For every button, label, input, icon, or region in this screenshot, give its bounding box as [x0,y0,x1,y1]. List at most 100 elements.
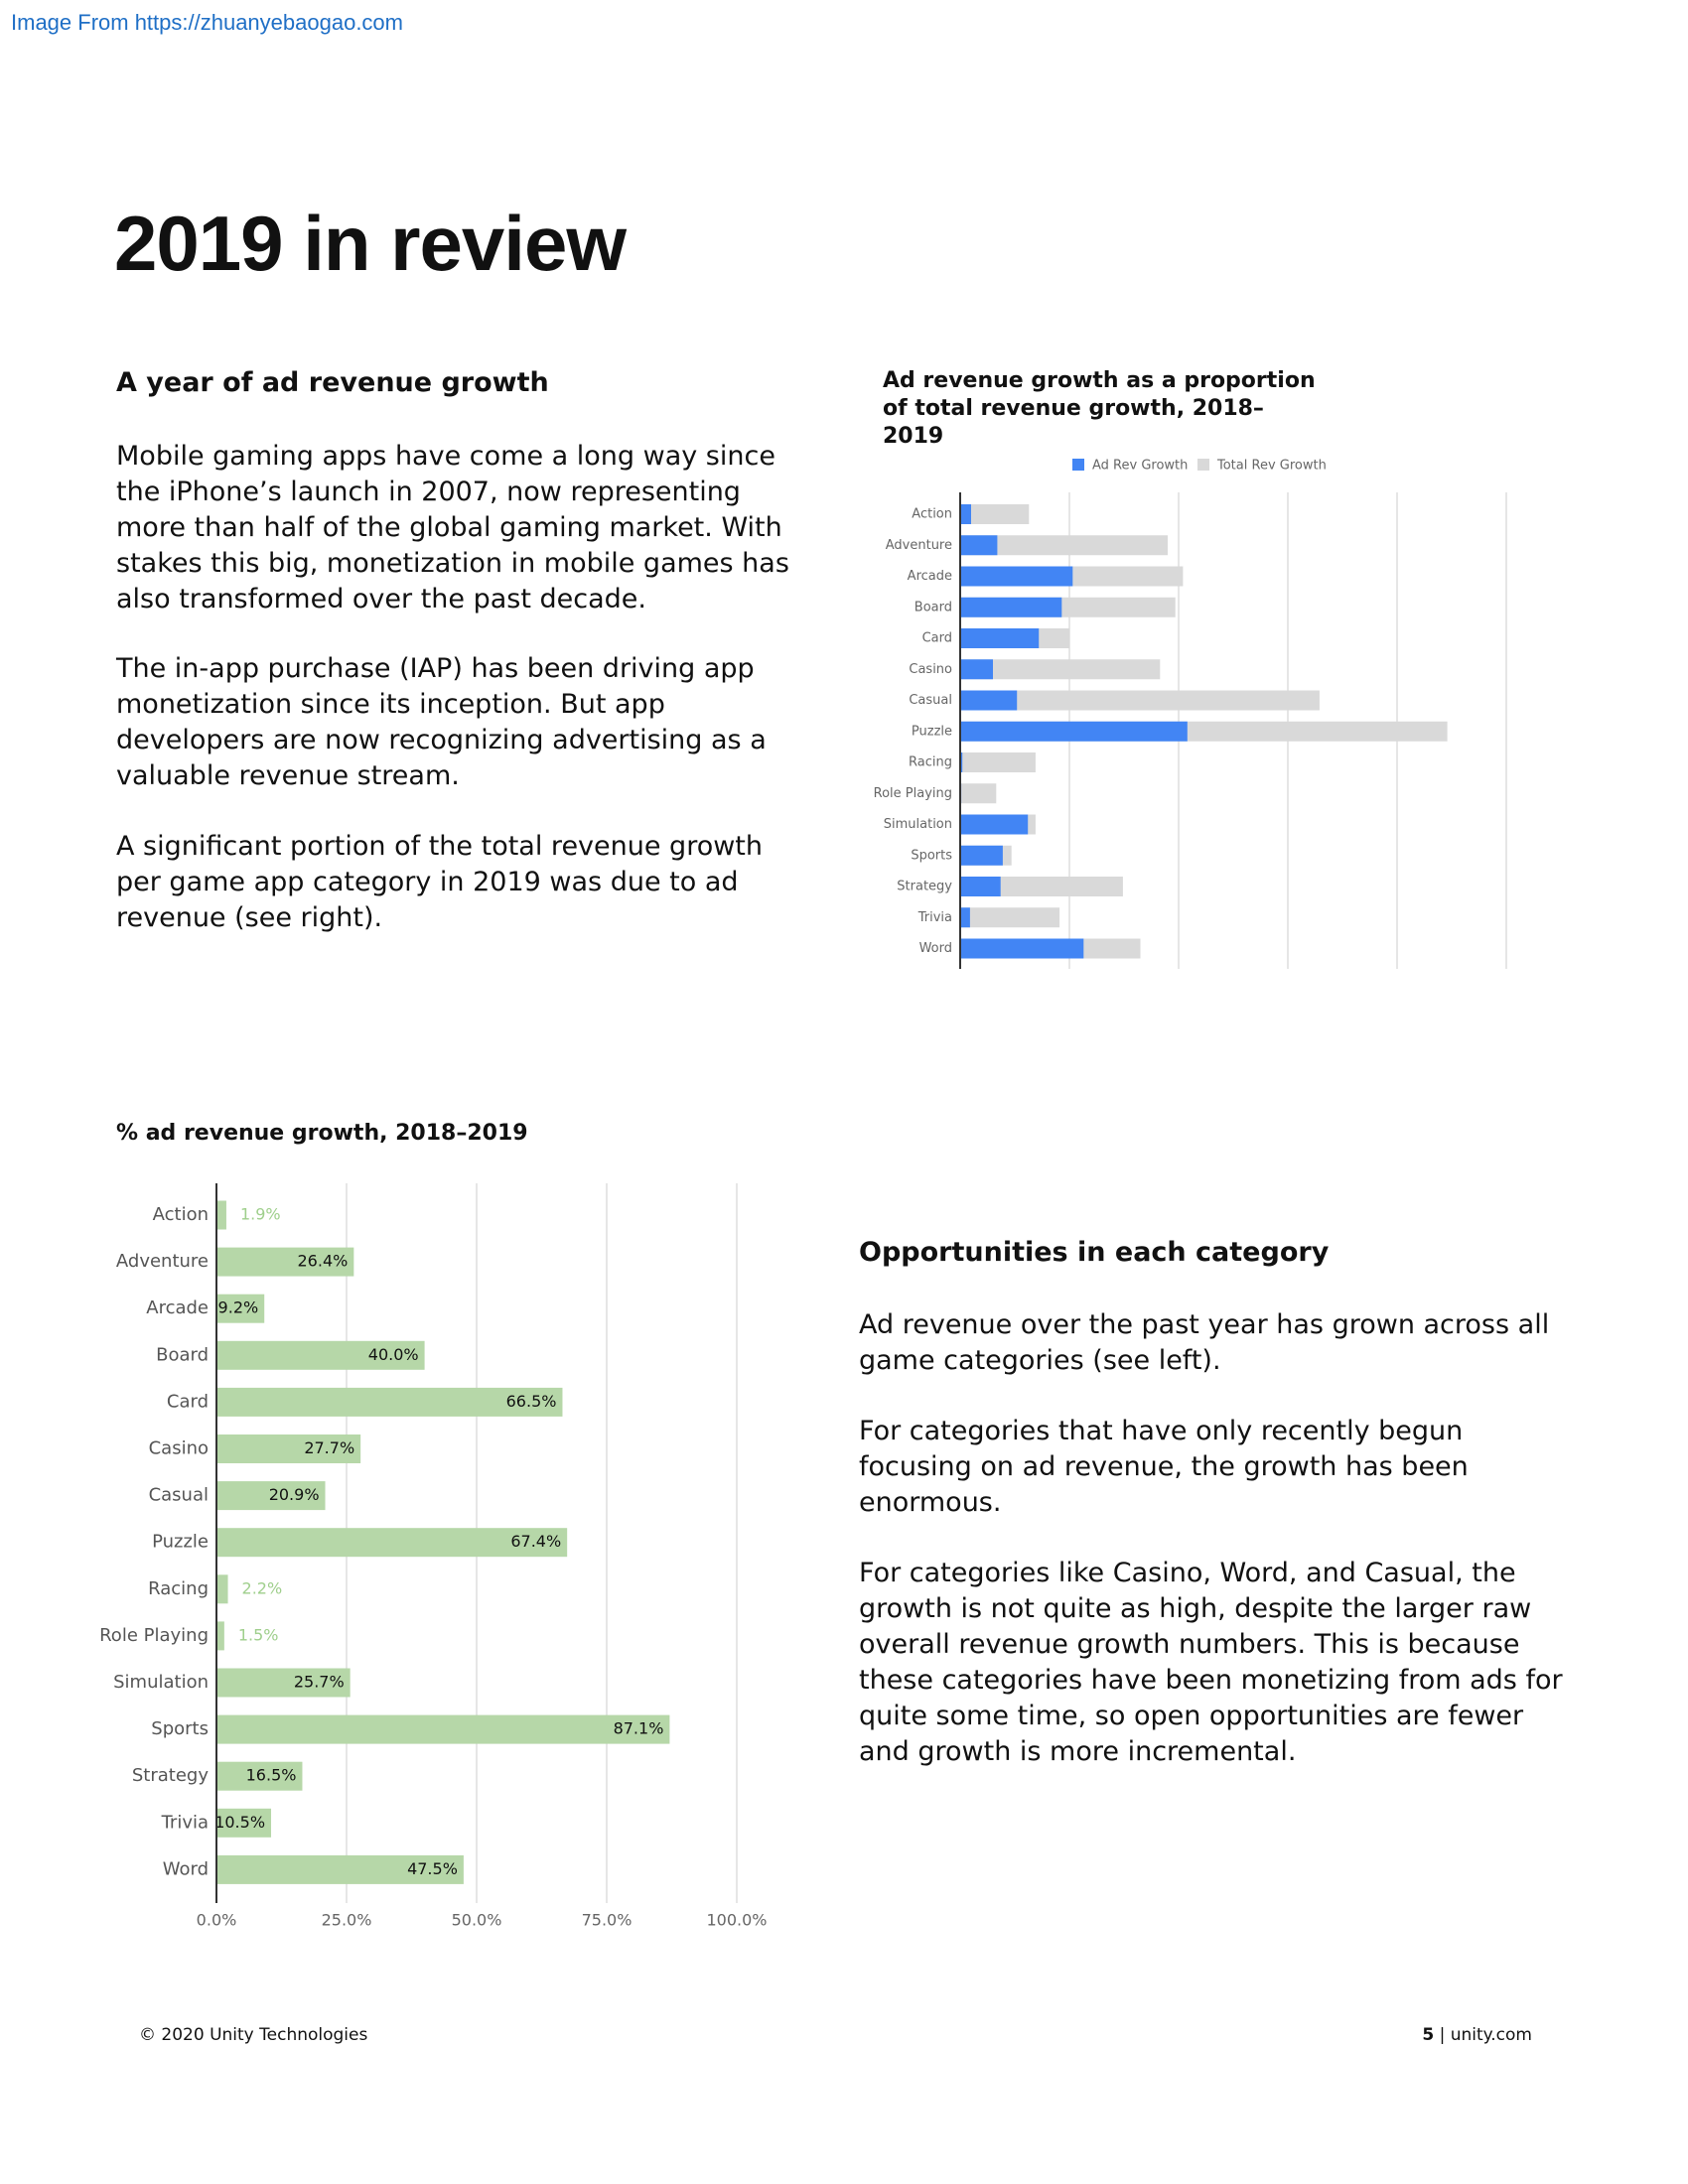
bar [216,1294,265,1323]
data-label: 9.2% [218,1298,259,1317]
data-label: 47.5% [407,1859,458,1878]
watermark: Image From https://zhuanyebaogao.com [11,10,403,35]
y-tick-label: Board [156,1344,209,1365]
y-tick-label: Arcade [146,1297,209,1318]
bar [960,907,970,928]
bar [960,877,1123,896]
site: unity.com [1450,2025,1532,2045]
y-tick-label: Arcade [908,569,952,584]
bar [960,659,1161,680]
y-tick-label: Casino [909,662,952,677]
bar [960,907,1060,928]
y-tick-label: Word [163,1858,209,1879]
x-tick-label: 100.0% [706,1911,767,1930]
bar [216,1340,425,1370]
x-tick-label: 75.0% [582,1911,633,1930]
bar [960,535,1168,556]
bar [960,566,1073,587]
y-tick-label: Word [919,941,952,956]
bar [960,690,1018,711]
bar [960,752,963,772]
y-tick-label: Strategy [132,1765,209,1786]
paragraph: The in-app purchase (IAP) has been drivi… [116,653,767,791]
paragraph: Mobile gaming apps have come a long way … [116,441,789,614]
data-label: 1.5% [238,1625,279,1644]
y-tick-label: Racing [909,755,952,770]
legend-label: Ad Rev Growth [1092,459,1188,474]
data-label: 26.4% [298,1252,349,1271]
y-tick-label: Sports [151,1718,209,1739]
data-label: 10.5% [214,1813,265,1832]
chart-title: % ad revenue growth, 2018–2019 [116,1121,528,1146]
bar [216,1761,303,1791]
y-tick-label: Simulation [113,1672,209,1693]
bar [216,1668,351,1698]
chart: Ad Rev Growth Total Rev Growth Action Adven… [874,459,1507,969]
y-tick-label: Role Playing [874,786,952,801]
data-label: 25.7% [294,1673,345,1692]
bar [216,1481,326,1511]
bar [960,504,971,524]
bar [216,1808,272,1838]
bar [216,1574,228,1604]
y-tick-label: Adventure [886,538,952,553]
legend-swatch [1197,459,1209,471]
paragraph: Ad revenue over the past year has grown … [859,1309,1550,1376]
data-label: 16.5% [246,1766,297,1785]
bar [960,845,1003,866]
bar [960,783,997,804]
data-label: 27.7% [304,1438,354,1457]
bar [960,597,1062,617]
y-tick-label: Role Playing [99,1625,209,1646]
x-tick-label: 0.0% [197,1911,237,1930]
bar [960,721,1188,742]
paragraph: For categories like Casino, Word, and Ca… [859,1558,1563,1767]
bar [960,690,1320,711]
copyright: © 2020 Unity Technologies [139,2025,368,2045]
paragraph: For categories that have only recently b… [859,1416,1469,1518]
bar [216,1200,226,1230]
data-label: 40.0% [368,1345,419,1364]
y-tick-label: Casual [909,693,952,708]
bar [960,814,1029,835]
data-label: 20.9% [269,1485,320,1504]
y-tick-label: Simulation [884,817,952,832]
y-tick-label: Strategy [897,880,952,894]
bar [960,628,1040,648]
x-tick-label: 50.0% [452,1911,502,1930]
separator: | [1439,2025,1446,2045]
data-label: 2.2% [242,1578,283,1597]
data-label: 66.5% [506,1392,557,1411]
chart-title: Ad revenue growth as a proportion of tot… [883,368,1316,449]
bar [216,1434,361,1463]
y-tick-label: Casual [149,1485,209,1506]
bar [216,1387,563,1417]
y-tick-label: Trivia [161,1812,209,1833]
data-label: 1.9% [240,1205,281,1224]
bar [216,1621,224,1651]
data-label: 87.1% [614,1719,664,1738]
legend-label: Total Rev Growth [1216,459,1327,474]
section-heading: A year of ad revenue growth [116,367,549,398]
paragraph: A significant portion of the total reven… [116,831,764,933]
y-tick-label: Card [922,631,952,646]
page-number: 5 [1422,2025,1435,2045]
bar [960,752,1036,772]
y-tick-label: Racing [148,1578,209,1599]
footer-right: 5 | unity.com [1422,2025,1532,2045]
chart: 0.0% 25.0% 50.0% 75.0% 100.0% Action Adventure… [99,1183,768,1930]
y-tick-label: Sports [911,848,952,863]
y-tick-label: Puzzle [152,1532,209,1553]
bar [216,1854,464,1884]
bar [960,659,993,680]
bar [960,535,998,556]
y-tick-label: Puzzle [912,724,952,739]
bar [216,1247,354,1277]
y-tick-label: Casino [149,1438,209,1459]
y-tick-label: Card [167,1391,209,1412]
bar [960,938,1084,959]
y-tick-label: Action [912,507,952,522]
y-tick-label: Trivia [917,910,952,925]
bar [960,877,1001,896]
